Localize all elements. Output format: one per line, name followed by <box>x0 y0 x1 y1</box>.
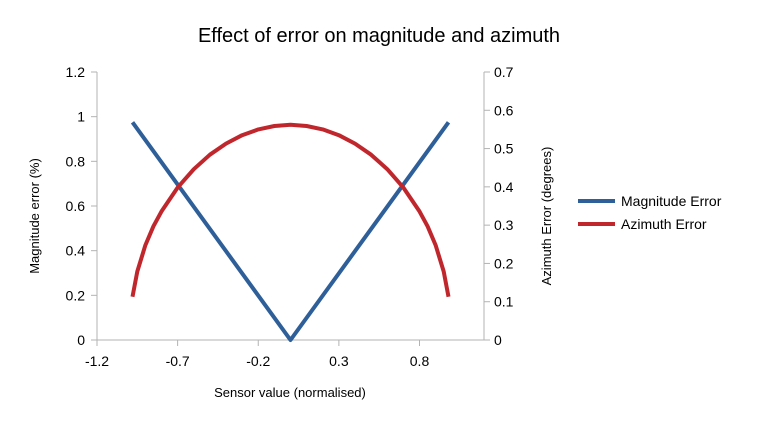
x-tick-label: 0.3 <box>329 353 349 369</box>
legend-label-azimuth-error: Azimuth Error <box>621 216 707 232</box>
x-tick-label: -0.7 <box>166 353 190 369</box>
tick-labels: -1.2 -0.7 -0.2 0.3 0.8 0 0.2 0.4 0.6 0.8 1 1.2 0 0.1 0… <box>66 64 514 369</box>
y-tick-label: 0.6 <box>66 198 86 214</box>
chart-title: Effect of error on magnitude and azimuth <box>198 25 560 47</box>
series-line-magnitude-error <box>130 121 451 342</box>
y2-tick-label: 0.4 <box>494 179 514 195</box>
x-axis-title: Sensor value (normalised) <box>214 385 366 400</box>
legend: Magnitude Error Azimuth Error <box>578 193 722 232</box>
y-tick-label: 1 <box>77 109 85 125</box>
y2-tick-label: 0.6 <box>494 102 514 118</box>
y2-tick-label: 0.2 <box>494 255 514 271</box>
y-axis-title: Magnitude error (%) <box>27 158 42 274</box>
y2-tick-label: 0.5 <box>494 141 514 157</box>
x-tick-label: -1.2 <box>85 353 109 369</box>
y-tick-label: 0 <box>77 332 85 348</box>
series-line-azimuth-error <box>130 122 451 298</box>
axes <box>91 71 490 346</box>
y2-tick-label: 0.7 <box>494 64 514 80</box>
y-tick-label: 0.4 <box>66 243 86 259</box>
y-tick-label: 0.2 <box>66 287 86 303</box>
x-tick-label: -0.2 <box>246 353 270 369</box>
y2-tick-label: 0.1 <box>494 294 514 310</box>
y2-axis-title: Azimuth Error (degrees) <box>539 147 554 286</box>
series-layer <box>130 121 451 342</box>
y-tick-label: 1.2 <box>66 64 86 80</box>
x-tick-label: 0.8 <box>410 353 430 369</box>
y2-tick-label: 0.3 <box>494 217 514 233</box>
legend-label-magnitude-error: Magnitude Error <box>621 193 722 209</box>
y-tick-label: 0.8 <box>66 153 86 169</box>
y2-tick-label: 0 <box>494 332 502 348</box>
